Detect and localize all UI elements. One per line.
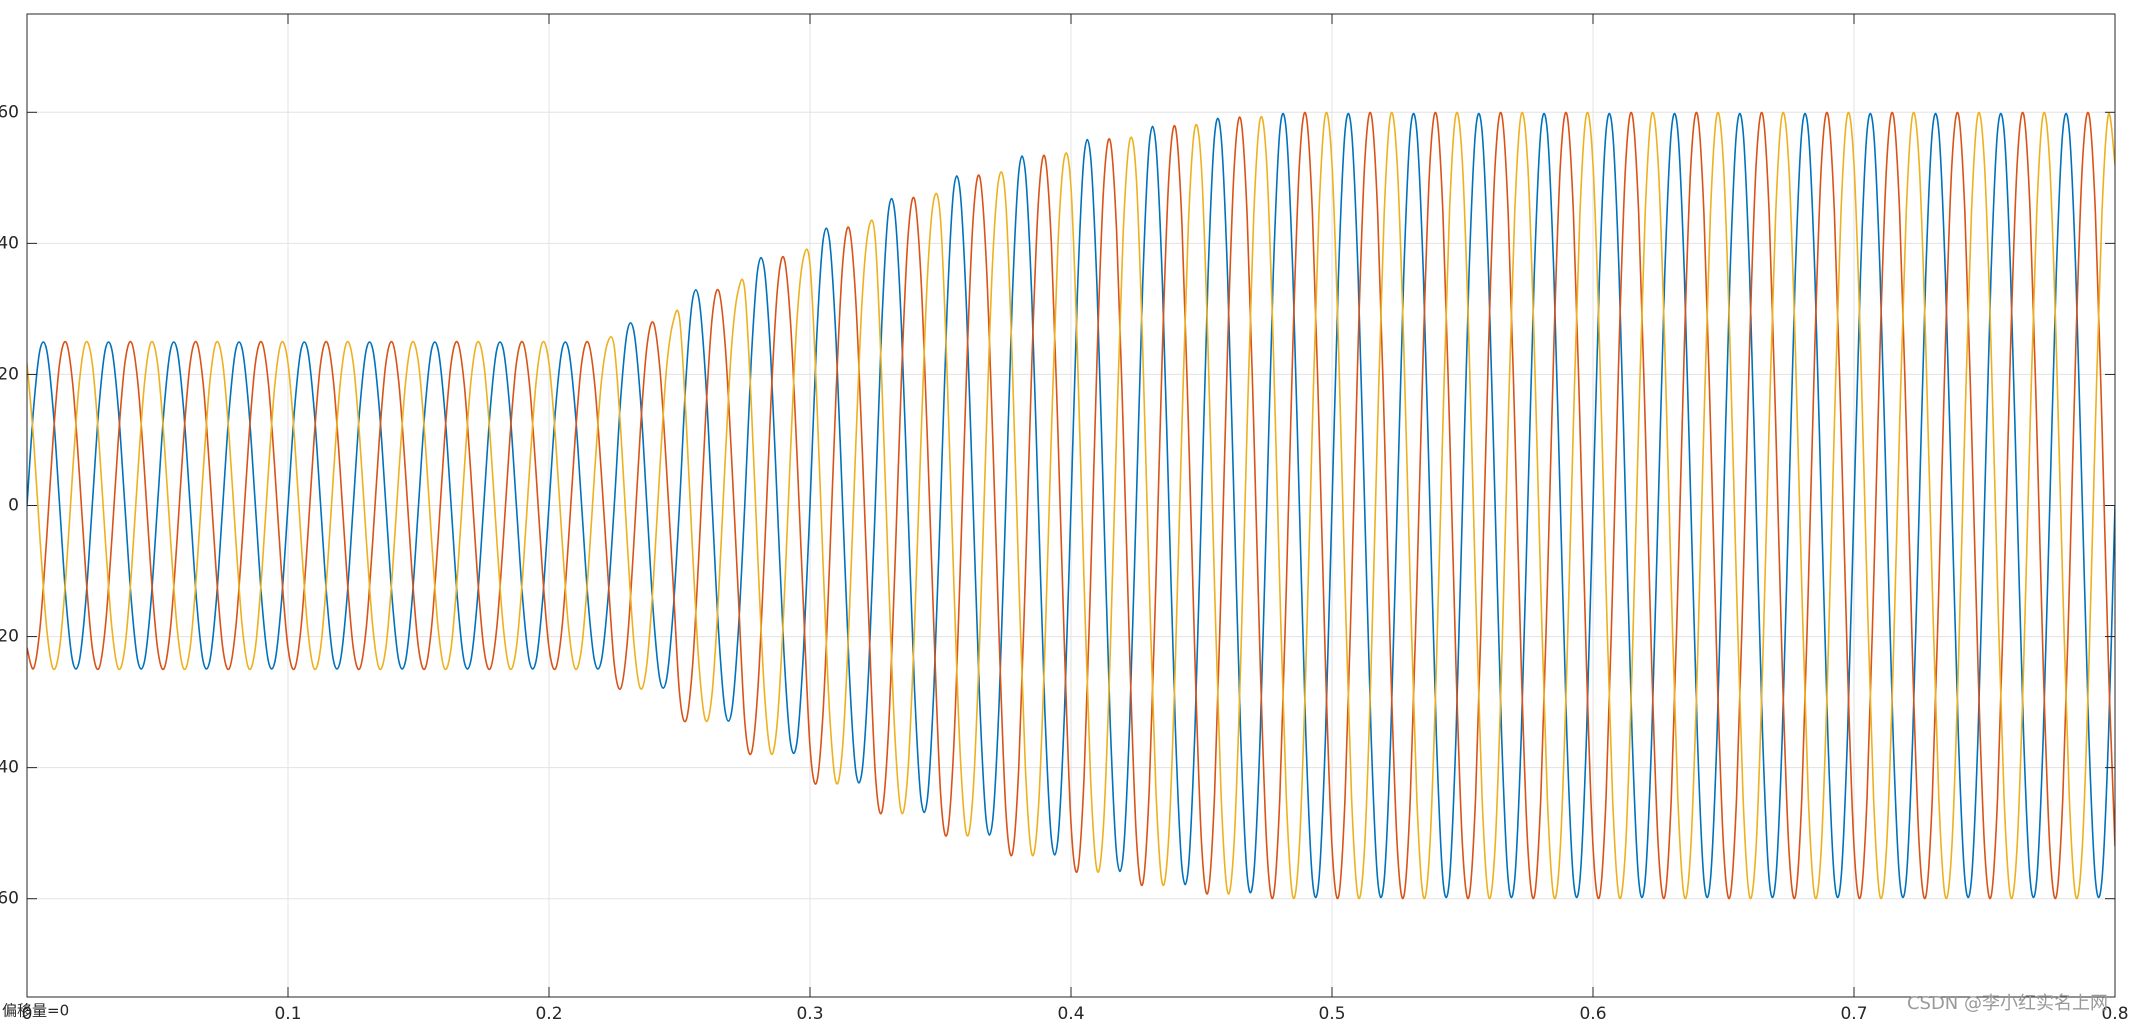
- y-tick-label: 20: [0, 364, 19, 384]
- x-tick-label: 0.6: [1579, 1004, 1606, 1024]
- x-tick-label: 0.2: [535, 1004, 562, 1024]
- series-line: [27, 111, 2115, 900]
- y-tick-label: 40: [0, 233, 19, 253]
- y-tick-label: -20: [0, 627, 19, 647]
- annotation: 偏移量=0: [2, 1002, 69, 1020]
- plot-area: [27, 111, 2115, 900]
- x-tick-label: 0: [22, 1004, 33, 1024]
- series-line: [27, 112, 2115, 899]
- x-tick-label: 0.3: [796, 1004, 823, 1024]
- y-tick-label: -40: [0, 758, 19, 778]
- x-tick-label: 0.1: [274, 1004, 301, 1024]
- x-tick-label: 0.8: [2101, 1004, 2128, 1024]
- series-line: [27, 111, 2115, 900]
- y-tick-label: 60: [0, 102, 19, 122]
- labels: 0 0.1 0.2 0.3 0.4 0.5 0.6 0.7 0.8 -60 -40 -20 0 20 40 6…: [0, 14, 2129, 1024]
- watermark: CSDN @李小红实名上网: [1907, 993, 2108, 1014]
- x-tick-label: 0.7: [1840, 1004, 1867, 1024]
- x-tick-label: 0.5: [1318, 1004, 1345, 1024]
- y-tick-label: 0: [8, 496, 19, 516]
- x-tick-label: 0.4: [1057, 1004, 1084, 1024]
- y-tick-label: -60: [0, 889, 19, 909]
